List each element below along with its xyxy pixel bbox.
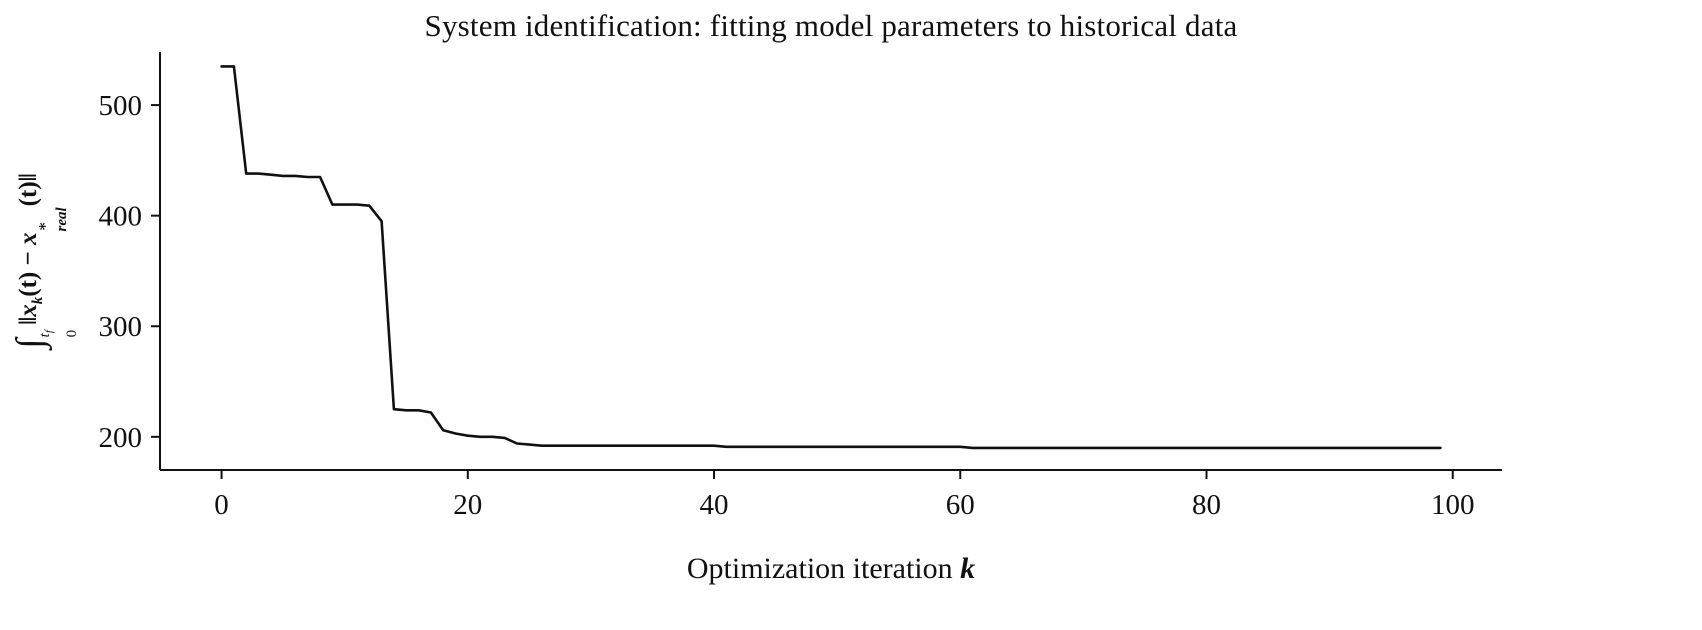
- x-tick-label: 20: [453, 489, 482, 521]
- chart-title: System identification: fitting model par…: [424, 8, 1238, 43]
- x-tick-label: 80: [1192, 489, 1221, 521]
- norm-open: ‖: [15, 316, 42, 325]
- convergence-curve: [220, 65, 1442, 450]
- integral-upper-limit: tf: [37, 330, 55, 338]
- tail-term: (t): [15, 181, 42, 207]
- state-symbol: x: [15, 304, 42, 317]
- y-axis-label: ∫ tf 0 ‖xk(t) − x ∗ real (t)‖: [8, 173, 80, 349]
- integral-limits: tf 0: [37, 329, 80, 338]
- y-tick-label: 200: [99, 422, 143, 454]
- integral-lower-limit: 0: [64, 329, 80, 338]
- y-tick-label: 500: [99, 90, 143, 122]
- x-tick-label: 100: [1431, 489, 1475, 521]
- x-tick-label: 60: [946, 489, 975, 521]
- x-axis-label-var: k: [960, 552, 976, 585]
- real-state-subscript: real: [54, 207, 70, 232]
- integral-upper-f: f: [43, 330, 55, 334]
- integral-upper-t: t: [37, 333, 53, 338]
- integral-icon: ∫: [9, 338, 51, 349]
- x-axis-label-text: Optimization iteration: [686, 552, 961, 585]
- real-state-symbol: x: [15, 232, 42, 246]
- x-tick-label: 40: [700, 489, 729, 521]
- real-state-star: ∗: [35, 221, 51, 232]
- real-state-scripts: ∗ real: [35, 207, 70, 232]
- x-tick-label: 0: [214, 489, 229, 521]
- state-subscript-k: k: [30, 296, 46, 305]
- y-tick-label: 300: [99, 311, 143, 343]
- x-axis-label: Optimization iteration k: [160, 552, 1502, 586]
- minus-term: (t) −: [15, 245, 42, 297]
- norm-close: ‖: [15, 173, 42, 182]
- y-tick-label: 400: [99, 201, 143, 233]
